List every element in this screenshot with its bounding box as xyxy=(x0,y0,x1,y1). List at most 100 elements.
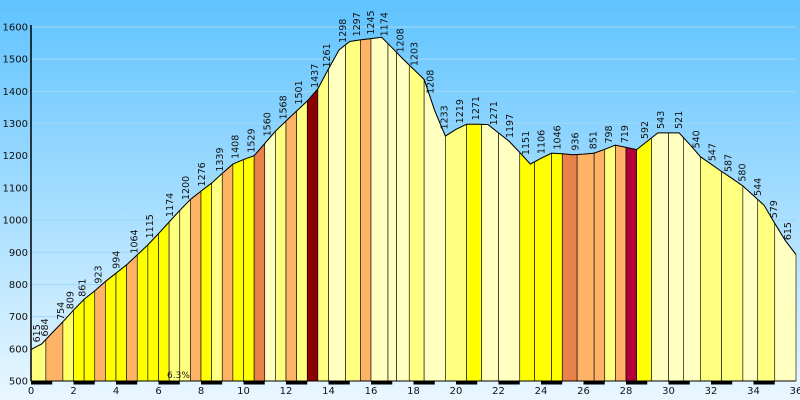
x-tick-label: 16 xyxy=(365,386,378,397)
x-tick-label: 2 xyxy=(70,386,76,397)
elevation-label: 994 xyxy=(111,251,122,269)
elevation-segment xyxy=(94,280,106,382)
elevation-segment xyxy=(519,151,535,382)
elevation-segment xyxy=(370,36,389,382)
elevation-label: 1200 xyxy=(181,176,192,200)
km-bar-segment xyxy=(456,381,478,385)
km-bar-segment xyxy=(668,381,690,385)
elevation-label: 1106 xyxy=(537,130,548,154)
elevation-segment xyxy=(636,137,652,382)
elevation-segment xyxy=(126,254,138,382)
grade-label: 6.3% xyxy=(167,371,190,381)
km-bar-segment xyxy=(31,381,53,385)
elevation-label: 719 xyxy=(620,125,631,143)
elevation-segment xyxy=(387,42,397,382)
elevation-segment xyxy=(168,209,181,382)
elevation-segment xyxy=(115,264,127,382)
elevation-segment xyxy=(232,159,244,382)
elevation-label: 1271 xyxy=(489,101,500,125)
elevation-segment xyxy=(136,244,149,382)
x-tick-label: 22 xyxy=(492,386,505,397)
x-tick-label: 18 xyxy=(407,386,420,397)
km-bar-segment xyxy=(73,381,95,385)
km-bar-segment xyxy=(711,381,733,385)
elevation-label: 1197 xyxy=(505,114,516,138)
y-tick-label: 1200 xyxy=(3,151,28,162)
elevation-label: 1203 xyxy=(409,42,420,66)
elevation-segment xyxy=(396,51,410,382)
elevation-label: 1276 xyxy=(197,162,208,186)
km-bar-segment xyxy=(541,381,563,385)
elevation-segment xyxy=(285,110,297,382)
elevation-label: 1208 xyxy=(396,28,407,52)
elevation-label: 1339 xyxy=(215,147,226,171)
x-tick-label: 4 xyxy=(113,386,119,397)
elevation-label: 615 xyxy=(783,222,794,240)
elevation-label: 1046 xyxy=(553,125,564,149)
x-tick-label: 6 xyxy=(155,386,161,397)
elevation-label: 1219 xyxy=(455,99,466,123)
elevation-label: 1529 xyxy=(247,128,258,152)
elevation-segment xyxy=(700,156,722,382)
elevation-label: 547 xyxy=(708,143,719,161)
km-bar-segment xyxy=(328,381,350,385)
elevation-segment xyxy=(561,153,578,382)
elevation-segment xyxy=(576,152,595,382)
elevation-label: 923 xyxy=(94,265,105,283)
elevation-segment xyxy=(604,144,616,382)
km-bar-segment xyxy=(753,381,775,385)
elevation-segment xyxy=(668,132,684,382)
elevation-segment xyxy=(481,124,499,382)
x-tick-label: 10 xyxy=(237,386,250,397)
elevation-segment xyxy=(551,152,563,382)
elevation-segment xyxy=(296,100,308,382)
elevation-segment xyxy=(757,198,776,382)
y-tick-label: 1500 xyxy=(3,55,28,66)
elevation-label: 1560 xyxy=(262,112,273,136)
elevation-segment xyxy=(345,39,361,382)
x-axis-tick-labels: 0 2 4 6 8 10 12 14 16 18 20 22 24 26 28 30 32 34 36 xyxy=(28,386,800,397)
elevation-segment xyxy=(275,120,287,382)
elevation-label: 1437 xyxy=(310,64,321,88)
elevation-label: 1245 xyxy=(366,10,377,34)
elevation-segment xyxy=(243,155,255,382)
elevation-label: 1233 xyxy=(439,105,450,129)
elevation-segment xyxy=(147,232,159,382)
elevation-label: 1208 xyxy=(425,70,436,94)
elevation-segment xyxy=(253,142,266,382)
elevation-label: 543 xyxy=(656,111,667,129)
x-tick-label: 28 xyxy=(620,386,633,397)
elevation-label: 684 xyxy=(40,318,51,336)
elevation-label: 1261 xyxy=(322,43,333,67)
elevation-labels: 6156847548098619239941064111511741200127… xyxy=(32,10,794,342)
y-tick-label: 500 xyxy=(9,377,28,388)
elevation-segment xyxy=(534,152,552,382)
elevation-segment xyxy=(221,163,234,382)
km-bar-segment xyxy=(243,381,265,385)
elevation-segment xyxy=(179,198,191,382)
elevation-label: 1408 xyxy=(231,135,242,159)
km-bar-segment xyxy=(286,381,308,385)
y-tick-label: 1100 xyxy=(3,183,28,194)
y-tick-label: 1300 xyxy=(3,119,28,130)
elevation-segment xyxy=(498,132,521,382)
elevation-segment xyxy=(742,185,759,382)
elevation-label: 809 xyxy=(66,291,77,309)
y-tick-label: 1400 xyxy=(3,87,28,98)
elevation-label: 1501 xyxy=(294,80,305,104)
elevation-segment xyxy=(445,123,467,382)
x-tick-label: 36 xyxy=(790,386,800,397)
elevation-segment xyxy=(593,148,606,382)
y-tick-label: 1000 xyxy=(3,216,28,227)
x-tick-label: 0 xyxy=(28,386,34,397)
elevation-label: 1115 xyxy=(145,214,156,238)
elevation-label: 1174 xyxy=(380,12,391,36)
elevation-label: 798 xyxy=(604,125,615,143)
elevation-segment xyxy=(615,144,627,382)
elevation-segment xyxy=(83,290,96,382)
elevation-segment xyxy=(105,272,117,382)
elevation-segment xyxy=(264,130,276,382)
elevation-label: 1151 xyxy=(521,131,532,155)
elevation-label: 1271 xyxy=(471,96,482,120)
elevation-segment xyxy=(721,170,744,382)
